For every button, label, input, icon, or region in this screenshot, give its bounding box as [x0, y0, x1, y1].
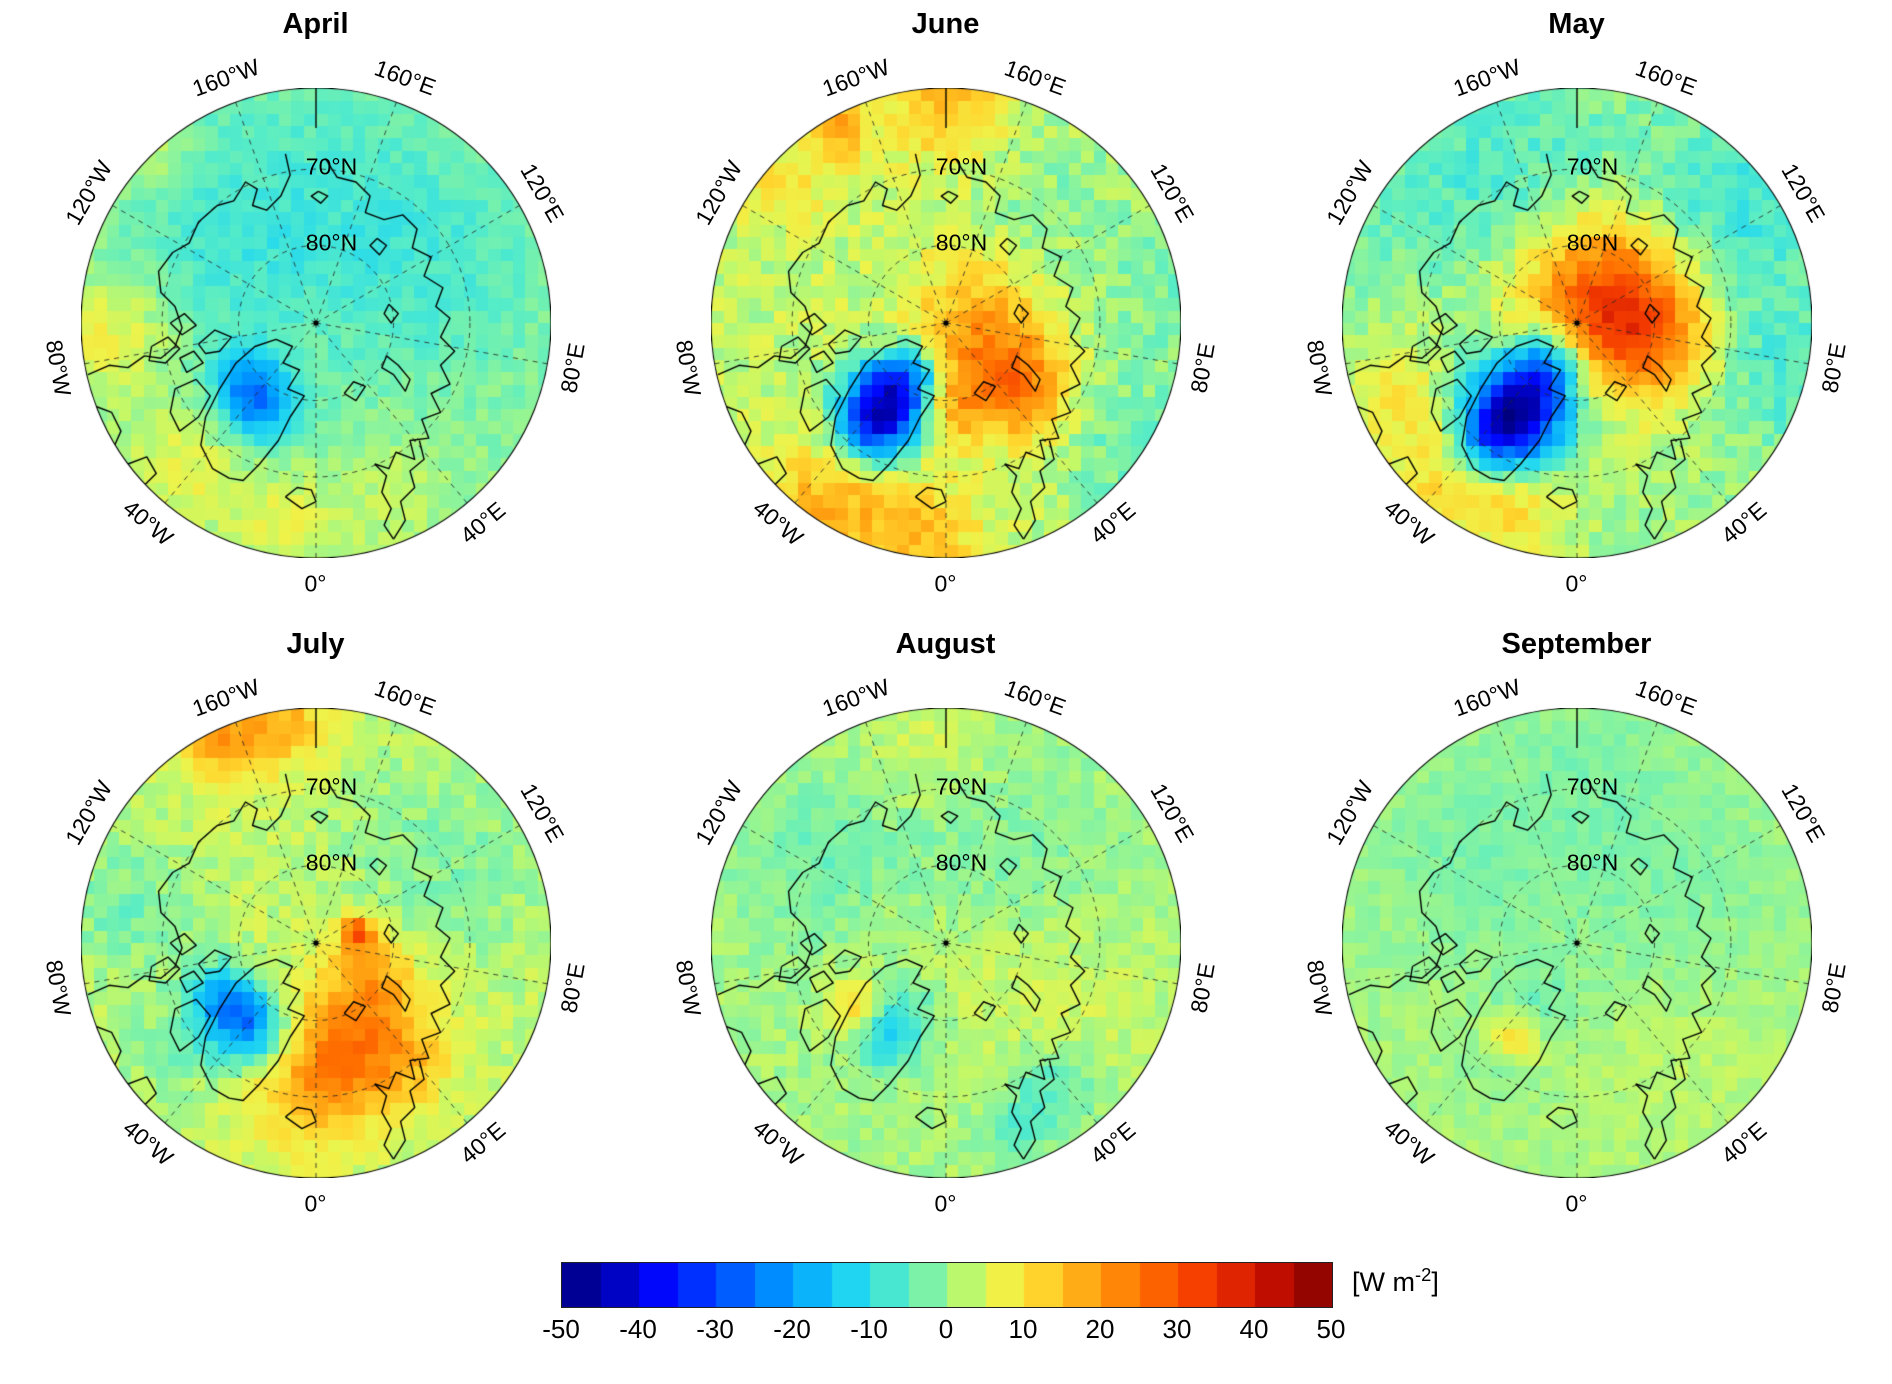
panel-september: September 0° 40°E 80°E 120°E 160°E 160°W 120°W… — [1261, 620, 1892, 1240]
colorbar-gradient — [561, 1262, 1333, 1308]
lon-label-0: 0° — [934, 570, 957, 597]
colorbar-tick-50: 50 — [1316, 1314, 1346, 1344]
colorbar-unit-pre: [W m — [1352, 1267, 1415, 1297]
map-canvas-june — [710, 88, 1181, 558]
lon-label-2: 80°E — [1815, 341, 1851, 396]
colorbar-unit-exponent: -2 — [1414, 1264, 1432, 1285]
lat-label-1: 70°N — [305, 153, 358, 180]
colorbar-tick-30: 30 — [1162, 1314, 1192, 1344]
colorbar-tick-20: 20 — [1085, 1314, 1115, 1344]
lon-label-7: 80°W — [671, 338, 707, 399]
lon-label-7: 80°W — [41, 958, 77, 1019]
lon-label-2: 80°E — [1184, 341, 1220, 396]
map-canvas-july — [80, 708, 551, 1178]
lat-label-0: 80°N — [305, 229, 358, 256]
lon-label-2: 80°E — [554, 341, 590, 396]
map-canvas-september — [1341, 708, 1812, 1178]
lon-label-0: 0° — [1565, 570, 1588, 597]
colorbar-tick-40: 40 — [1239, 1314, 1269, 1344]
panel-may: May 0° 40°E 80°E 120°E 160°E 160°W 120°W 80°W 40… — [1261, 0, 1892, 620]
lat-label-0: 80°N — [1566, 849, 1619, 876]
colorbar-tick--30: -30 — [696, 1314, 734, 1344]
colorbar-tick--10: -10 — [850, 1314, 888, 1344]
colorbar-tick--20: -20 — [773, 1314, 811, 1344]
lat-label-1: 70°N — [935, 153, 988, 180]
lon-label-2: 80°E — [1184, 961, 1220, 1016]
colorbar-ticks: -50 -40 -30 -20 -10 0 10 20 30 40 50 — [542, 1314, 1345, 1350]
panel-title: May — [1548, 8, 1605, 40]
panel-august: August 0° 40°E 80°E 120°E 160°E 160°W 120°W 80°… — [630, 620, 1261, 1240]
colorbar: -50 -40 -30 -20 -10 0 10 20 30 40 50 — [542, 1262, 1345, 1350]
lat-label-0: 80°N — [935, 849, 988, 876]
lat-label-1: 70°N — [305, 773, 358, 800]
panel-title: April — [282, 8, 349, 40]
lon-label-2: 80°E — [1815, 961, 1851, 1016]
lon-label-7: 80°W — [1302, 338, 1338, 399]
lat-label-1: 70°N — [935, 773, 988, 800]
panel-april: April 0° 40°E 80°E 120°E 160°E 160°W 120°W 80°W… — [0, 0, 631, 620]
colorbar-unit-post: ] — [1431, 1267, 1439, 1297]
panel-title: September — [1501, 628, 1652, 660]
lon-label-0: 0° — [304, 570, 327, 597]
lon-label-2: 80°E — [554, 961, 590, 1016]
panel-july: July 0° 40°E 80°E 120°E 160°E 160°W 120°W 80°W 4… — [0, 620, 631, 1240]
lon-label-7: 80°W — [671, 958, 707, 1019]
lat-label-1: 70°N — [1566, 773, 1619, 800]
colorbar-tick--50: -50 — [542, 1314, 580, 1344]
lon-label-0: 0° — [304, 1190, 327, 1217]
lat-label-0: 80°N — [305, 849, 358, 876]
lon-label-7: 80°W — [41, 338, 77, 399]
map-canvas-april — [80, 88, 551, 558]
lat-label-1: 70°N — [1566, 153, 1619, 180]
panel-title: July — [286, 628, 345, 660]
colorbar-tick-10: 10 — [1008, 1314, 1038, 1344]
lat-label-0: 80°N — [1566, 229, 1619, 256]
panel-june: June 0° 40°E 80°E 120°E 160°E 160°W 120°W 80°W 4… — [630, 0, 1261, 620]
map-canvas-august — [710, 708, 1181, 1178]
lon-label-7: 80°W — [1302, 958, 1338, 1019]
panel-title: June — [911, 8, 980, 40]
colorbar-tick-0: 0 — [938, 1314, 954, 1344]
lat-label-0: 80°N — [935, 229, 988, 256]
panel-title: August — [895, 628, 996, 660]
lon-label-0: 0° — [1565, 1190, 1588, 1217]
lon-label-0: 0° — [934, 1190, 957, 1217]
colorbar-unit-label: [W m-2] — [1352, 1264, 1439, 1298]
colorbar-tick--40: -40 — [619, 1314, 657, 1344]
map-canvas-may — [1341, 88, 1812, 558]
